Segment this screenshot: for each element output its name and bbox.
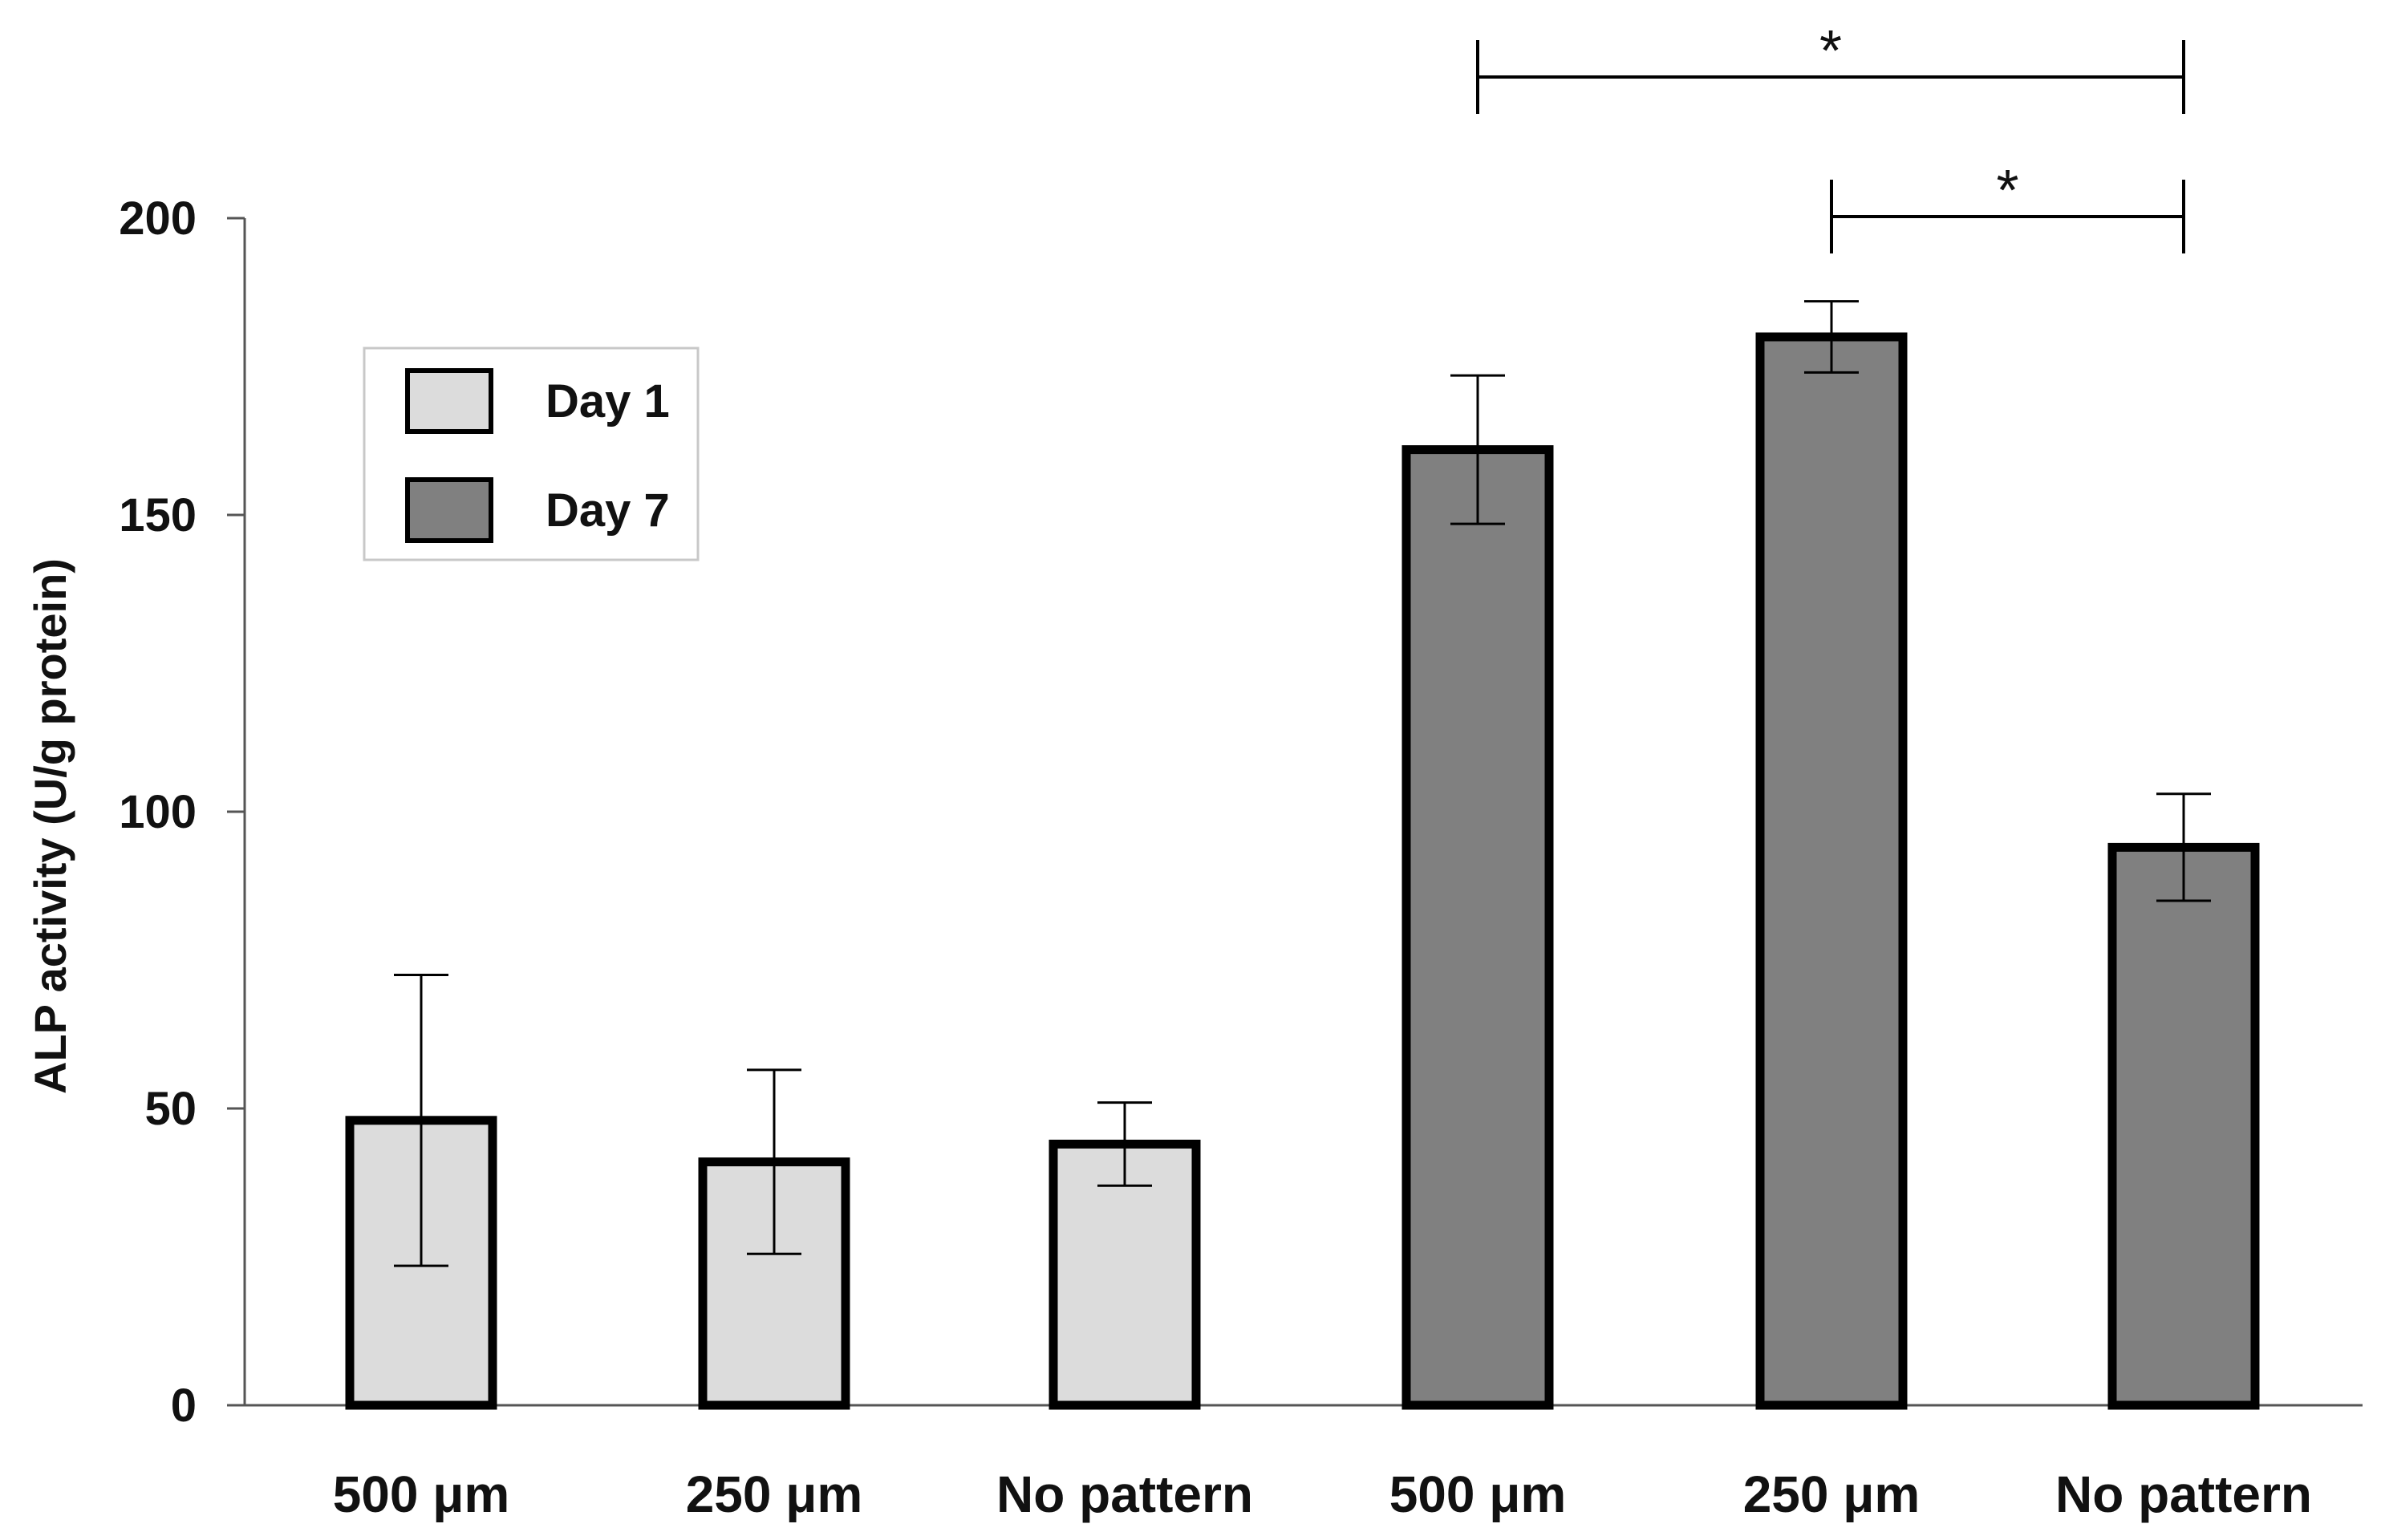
x-tick-label: No pattern — [2055, 1465, 2312, 1523]
bar-day-7 — [1755, 332, 1908, 1410]
legend-item: Day 1 — [405, 368, 670, 434]
error-bar — [1450, 374, 1505, 525]
significance-label: * — [1996, 159, 2018, 223]
bar-day-7 — [2107, 842, 2260, 1410]
x-tick-label: 500 μm — [333, 1465, 510, 1523]
significance-bracket: * — [1830, 159, 2185, 253]
y-axis-title: ALP activity (U/g protein) — [25, 558, 75, 1094]
significance-label: * — [1819, 19, 1842, 83]
y-tick-label: 150 — [119, 489, 197, 541]
legend: Day 1 Day 7 — [363, 346, 700, 561]
x-tick-label: 250 μm — [1743, 1465, 1921, 1523]
bar-day-1 — [1049, 1139, 1201, 1410]
y-tick-label: 200 — [119, 192, 197, 245]
significance-bracket: * — [1476, 19, 2185, 114]
legend-item: Day 7 — [405, 477, 670, 543]
y-tick-label: 50 — [144, 1083, 197, 1135]
y-tick-label: 0 — [171, 1380, 197, 1432]
x-tick-label: 250 μm — [686, 1465, 863, 1523]
legend-swatch — [405, 477, 493, 543]
y-ticks: 0 50 100 150 200 — [119, 192, 245, 1432]
error-bar — [394, 974, 448, 1267]
legend-label: Day 7 — [546, 484, 670, 537]
error-bar — [2156, 792, 2211, 902]
legend-swatch — [405, 368, 493, 434]
y-tick-label: 100 — [119, 786, 197, 838]
x-tick-label: 500 μm — [1389, 1465, 1567, 1523]
error-bar — [747, 1068, 801, 1255]
significance-brackets: ** — [1476, 19, 2185, 253]
x-tick-label: No pattern — [996, 1465, 1253, 1523]
legend-label: Day 1 — [546, 375, 670, 428]
error-bar — [1804, 300, 1859, 374]
axes: 0 50 100 150 200 — [119, 192, 2363, 1432]
error-bar — [1097, 1101, 1152, 1187]
x-tick-labels: 500 μm 250 μm No pattern 500 μm 250 μm No pat… — [333, 1465, 2312, 1523]
error-bars — [394, 300, 2211, 1267]
bar-day-7 — [1401, 445, 1554, 1410]
